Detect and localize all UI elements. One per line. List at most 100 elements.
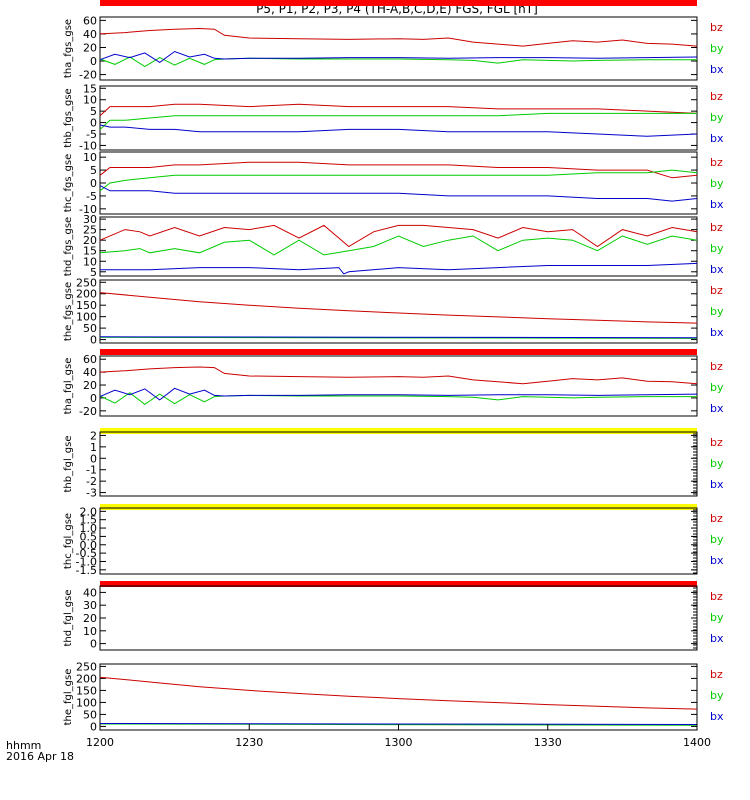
y-tick-label: -1.0 xyxy=(76,555,97,568)
y-tick-label: 20 xyxy=(83,612,97,625)
y-tick-label: 200 xyxy=(76,672,97,685)
y-axis-label: the_fgl_gse xyxy=(63,669,74,726)
y-tick-label: 5 xyxy=(90,105,97,118)
series-line-by xyxy=(99,56,697,68)
y-tick-label: 0 xyxy=(90,117,97,130)
y-tick-label: -10 xyxy=(79,203,97,216)
legend-bx: bx xyxy=(710,63,724,76)
series-line-by xyxy=(99,235,698,256)
panel-frame xyxy=(99,507,698,575)
y-tick-label: 10 xyxy=(83,151,97,164)
series-line-bx xyxy=(99,50,698,64)
y-axis-label: thd_fgl_gse xyxy=(63,590,74,647)
y-axis-label: thc_fgs_gse xyxy=(63,154,74,213)
y-tick-label: 50 xyxy=(83,708,97,721)
legend-bx: bx xyxy=(710,263,724,276)
x-tick-label: 1330 xyxy=(534,736,562,749)
y-tick-label: 0 xyxy=(90,638,97,651)
y-tick-label: 1 xyxy=(90,441,97,454)
series-line-bz xyxy=(99,161,698,179)
y-tick-label: -2 xyxy=(86,475,97,488)
panel-frame xyxy=(99,431,698,497)
panel-frame xyxy=(99,663,698,731)
y-tick-label: -0.5 xyxy=(76,547,97,560)
y-tick-label: 25 xyxy=(83,224,97,237)
status-bar-yellow xyxy=(100,504,697,510)
y-tick-label: 1.5 xyxy=(80,514,98,527)
y-tick-label: 10 xyxy=(83,255,97,268)
y-tick-label: -3 xyxy=(86,487,97,500)
y-tick-label: 5 xyxy=(90,266,97,279)
y-tick-label: 2 xyxy=(90,429,97,442)
y-tick-label: 10 xyxy=(83,94,97,107)
legend-bz: bz xyxy=(710,360,723,373)
legend-by: by xyxy=(710,381,724,394)
y-tick-label: 250 xyxy=(76,660,97,673)
y-axis-label: thd_fgs_gse xyxy=(63,217,74,276)
y-axis-label: the_fgs_gse xyxy=(63,282,74,341)
y-tick-label: 60 xyxy=(83,14,97,27)
legend-by: by xyxy=(710,457,724,470)
legend-bx: bx xyxy=(710,478,724,491)
status-bar-red xyxy=(100,0,697,6)
series-line-bx xyxy=(99,185,698,202)
y-tick-label: 0 xyxy=(90,334,97,347)
legend-bz: bz xyxy=(710,590,723,603)
legend-bx: bx xyxy=(710,326,724,339)
y-tick-label: 40 xyxy=(83,586,97,599)
y-tick-label: 60 xyxy=(83,353,97,366)
panel-frame xyxy=(99,355,698,417)
y-tick-label: 0.5 xyxy=(80,530,98,543)
y-tick-label: -10 xyxy=(79,139,97,152)
x-tick-label: 1300 xyxy=(385,736,413,749)
y-tick-label: 0 xyxy=(90,55,97,68)
series-line-bx xyxy=(99,387,698,401)
series-line-bx xyxy=(100,262,698,275)
y-tick-label: 100 xyxy=(76,696,97,709)
series-line-bz xyxy=(99,676,698,710)
y-tick-label: -1 xyxy=(86,464,97,477)
y-tick-label: -5 xyxy=(86,190,97,203)
y-tick-label: 5 xyxy=(90,164,97,177)
y-tick-label: 30 xyxy=(83,213,97,226)
legend-by: by xyxy=(710,177,724,190)
y-axis-label: tha_fgs_gse xyxy=(63,19,74,78)
status-bar-red xyxy=(100,349,697,355)
legend-bz: bz xyxy=(710,21,723,34)
y-tick-label: -5 xyxy=(86,128,97,141)
y-tick-label: 40 xyxy=(83,28,97,41)
y-tick-label: 100 xyxy=(76,311,97,324)
panel-frame xyxy=(99,279,698,344)
panel-thb_fgl_gse: 210-1-2-3 thb_fgl_gse bz by bx xyxy=(63,429,724,510)
panel-frame xyxy=(99,216,698,277)
legend-bx: bx xyxy=(710,402,724,415)
y-tick-label: 0 xyxy=(90,720,97,733)
y-tick-label: 10 xyxy=(83,625,97,638)
panel-frame xyxy=(99,85,698,151)
legend-by: by xyxy=(710,42,724,55)
legend-bz: bz xyxy=(710,436,723,449)
series-line-bz xyxy=(99,224,698,248)
x-tick-label: 1230 xyxy=(235,736,263,749)
series-line-by xyxy=(99,392,697,406)
legend-by: by xyxy=(710,533,724,546)
series-line-bx xyxy=(99,124,698,137)
y-tick-label: -20 xyxy=(79,405,97,418)
series-line-by xyxy=(99,112,697,130)
panel-frame xyxy=(99,16,698,81)
y-tick-label: 1.0 xyxy=(80,522,98,535)
y-tick-label: -20 xyxy=(79,69,97,82)
y-tick-label: 15 xyxy=(83,245,97,258)
legend-by: by xyxy=(710,242,724,255)
legend-bz: bz xyxy=(710,221,723,234)
y-tick-label: 20 xyxy=(83,41,97,54)
y-tick-label: 20 xyxy=(83,379,97,392)
legend-by: by xyxy=(710,611,724,624)
y-tick-label: 250 xyxy=(76,276,97,289)
